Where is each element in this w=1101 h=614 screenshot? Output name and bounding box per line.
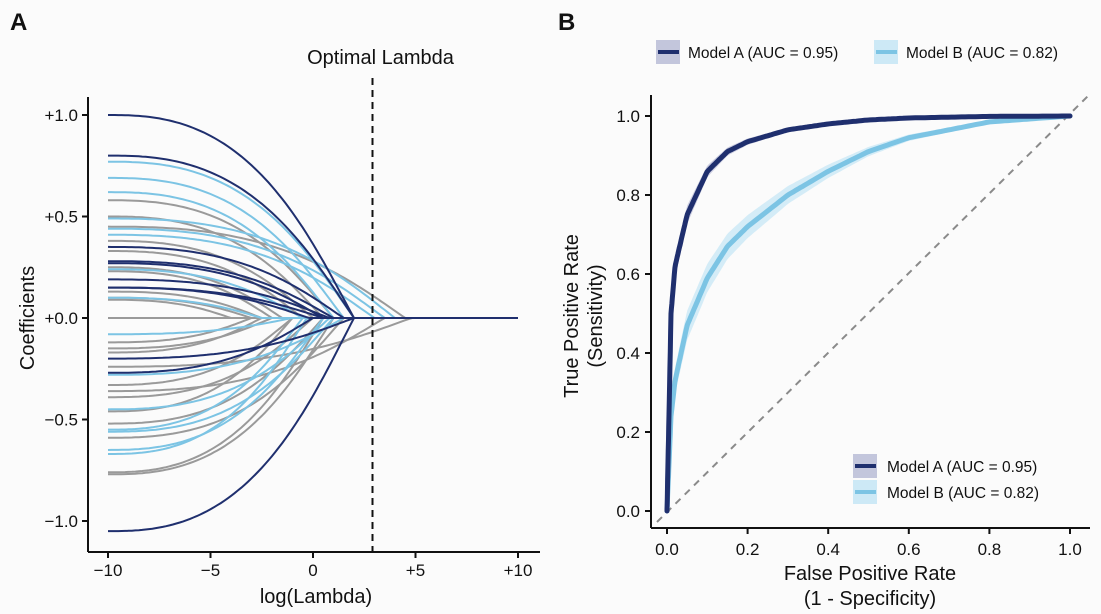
coefficient-paths bbox=[107, 114, 518, 533]
panel-a-label: A bbox=[10, 9, 27, 36]
panel-b-label: B bbox=[558, 9, 575, 36]
x-axis-sublabel-b: (1 - Specificity) bbox=[804, 588, 936, 610]
y-tick-label-b: 1.0 bbox=[616, 107, 640, 126]
panel-a-lasso-path: A Optimal Lambda −10 −5 0 +5 +10 −1.0 −0.5 +0.0… bbox=[10, 9, 540, 608]
y-tick-label-a: +1.0 bbox=[44, 106, 78, 125]
coefficient-path-0 bbox=[108, 114, 518, 319]
panel-b-roc: B Model A (AUC = 0.95) Model B (AUC = 0.… bbox=[558, 9, 1091, 610]
y-axis-sublabel-b: (Sensitivity) bbox=[585, 264, 607, 367]
x-tick-label-b: 0.8 bbox=[978, 540, 1002, 559]
optimal-lambda-label: Optimal Lambda bbox=[307, 47, 455, 69]
coefficient-path-15 bbox=[108, 227, 518, 319]
coefficient-path-10 bbox=[108, 317, 518, 533]
x-tick-label-a: −10 bbox=[94, 561, 123, 580]
legend-label-a-bottom: Model A (AUC = 0.95) bbox=[887, 459, 1037, 476]
x-tick-label-b: 0.4 bbox=[816, 540, 840, 559]
x-axis-label-a: log(Lambda) bbox=[260, 586, 372, 608]
x-tick-label-b: 1.0 bbox=[1058, 540, 1082, 559]
coefficient-path-22 bbox=[107, 317, 518, 451]
y-axis-label-a: Coefficients bbox=[17, 266, 39, 370]
ticks-a: −10 −5 0 +5 +10 −1.0 −0.5 +0.0 +0.5 +1.0 bbox=[44, 106, 532, 580]
y-tick-label-a: −1.0 bbox=[44, 512, 78, 531]
y-tick-label-a: +0.5 bbox=[44, 208, 78, 227]
y-tick-label-b: 0.8 bbox=[616, 186, 640, 205]
ci-band-model-a bbox=[667, 116, 1070, 511]
y-tick-label-b: 0.2 bbox=[616, 423, 640, 442]
legend-label-b-bottom: Model B (AUC = 0.82) bbox=[887, 485, 1039, 502]
ci-band-model-b bbox=[667, 116, 1070, 511]
legend-label-b: Model B (AUC = 0.82) bbox=[906, 45, 1058, 62]
top-legend: Model A (AUC = 0.95) Model B (AUC = 0.82… bbox=[656, 40, 1058, 64]
x-axis-label-b: False Positive Rate bbox=[784, 563, 956, 585]
x-tick-label-b: 0.6 bbox=[897, 540, 921, 559]
y-tick-label-b: 0.6 bbox=[616, 265, 640, 284]
y-tick-label-b: 0.4 bbox=[616, 344, 640, 363]
y-tick-label-a: −0.5 bbox=[44, 411, 78, 430]
bottom-legend: Model A (AUC = 0.95) Model B (AUC = 0.82… bbox=[853, 454, 1039, 504]
ticks-b: 0.0 0.2 0.4 0.6 0.8 1.0 0.0 0.2 0.4 0.6 0.8 1.0 bbox=[616, 107, 1081, 559]
roc-curve-model-b bbox=[664, 113, 1073, 514]
legend-label-a: Model A (AUC = 0.95) bbox=[688, 45, 838, 62]
y-tick-label-b: 0.0 bbox=[616, 502, 640, 521]
x-tick-label-a: 0 bbox=[308, 561, 317, 580]
y-tick-label-a: +0.0 bbox=[44, 309, 78, 328]
x-tick-label-b: 0.2 bbox=[736, 540, 760, 559]
x-tick-label-b: 0.0 bbox=[655, 540, 679, 559]
roc-curve-model-a bbox=[664, 113, 1073, 514]
roc-curves bbox=[664, 113, 1073, 514]
chance-diagonal bbox=[656, 93, 1091, 523]
x-tick-label-a: +10 bbox=[504, 561, 533, 580]
x-tick-label-a: +5 bbox=[406, 561, 425, 580]
y-axis-label-b: True Positive Rate bbox=[561, 234, 583, 398]
x-tick-label-a: −5 bbox=[201, 561, 220, 580]
